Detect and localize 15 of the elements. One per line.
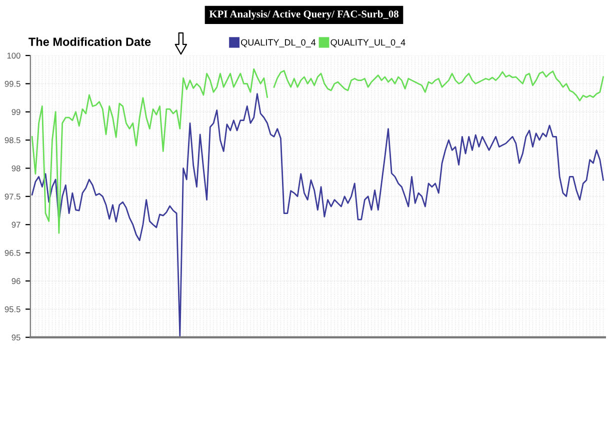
y-tick-label: 97 [12,222,20,228]
y-tick-label: 96.5 [4,250,20,256]
y-tick-label: 98 [12,165,20,172]
legend-label: QUALITY_UL_0_4 [330,39,406,48]
y-tick-label: 96 [12,278,20,284]
y-tick-label: 95 [12,334,20,340]
y-tick-label: 97.5 [4,194,20,200]
y-tick-label: 95.5 [4,306,20,312]
y-tick-label: 100 [7,52,20,59]
legend-label: QUALITY_DL_0_4 [241,39,316,48]
text: The Modification Date [28,37,151,46]
chart-title: KPI Analysis/ Active Query/ FAC-Surb_08 [209,10,398,20]
y-tick-label: 98.5 [4,137,20,144]
y-tick-label: 99 [12,109,20,115]
y-tick-label: 99.5 [4,80,20,87]
